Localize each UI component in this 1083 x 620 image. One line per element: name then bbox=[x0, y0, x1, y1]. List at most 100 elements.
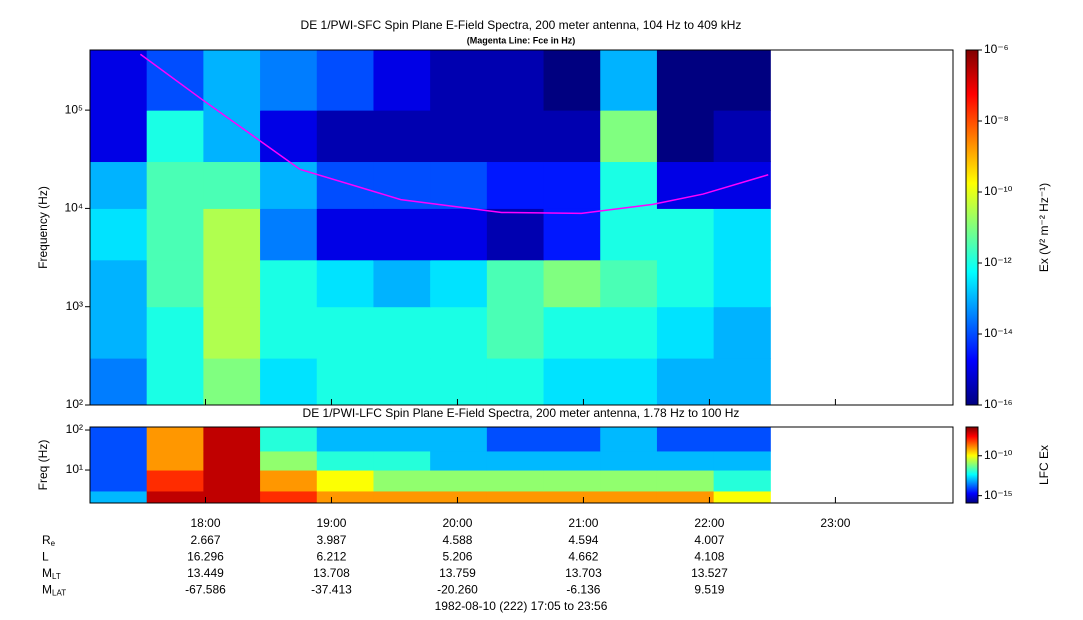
fce-line bbox=[139, 53, 769, 215]
heatmap-cell bbox=[203, 470, 261, 492]
heatmap-cell bbox=[543, 358, 601, 406]
heatmap-cell bbox=[146, 358, 204, 406]
heatmap-cell bbox=[430, 450, 488, 471]
heatmap-cell bbox=[486, 110, 545, 163]
heatmap-cell bbox=[90, 50, 148, 111]
heatmap-cell bbox=[430, 110, 488, 163]
x-tick-label: 21:00 bbox=[568, 516, 598, 530]
y-tick-label: 10¹ bbox=[66, 462, 83, 476]
heatmap-cell bbox=[543, 490, 601, 504]
ephemeris-value: -37.413 bbox=[311, 583, 352, 597]
colorbar-tick-label: 10⁻¹⁵ bbox=[984, 488, 1013, 502]
heatmap-cell bbox=[486, 50, 545, 111]
ephemeris-value: -20.260 bbox=[437, 583, 478, 597]
heatmap-cell bbox=[260, 208, 318, 261]
ephemeris-value: 4.662 bbox=[568, 550, 598, 564]
colorbar-tick-label: 10⁻¹⁶ bbox=[984, 397, 1013, 411]
heatmap-cell bbox=[600, 208, 658, 261]
ephemeris-label: MLAT bbox=[42, 583, 66, 598]
heatmap-cell bbox=[713, 110, 771, 163]
ephemeris-label: Re bbox=[42, 533, 56, 548]
heatmap-cell bbox=[713, 306, 771, 359]
heatmap-cell bbox=[543, 161, 601, 209]
ephemeris-value: 6.212 bbox=[316, 550, 346, 564]
heatmap-cell bbox=[543, 470, 601, 492]
heatmap-cell bbox=[146, 427, 204, 452]
heatmap-cell bbox=[543, 427, 601, 452]
heatmap-cell bbox=[146, 259, 204, 308]
heatmap-cell bbox=[600, 110, 658, 163]
heatmap-cell bbox=[543, 306, 601, 359]
heatmap-cell bbox=[260, 490, 318, 504]
heatmap-cell bbox=[486, 490, 545, 504]
heatmap-cell bbox=[316, 50, 374, 111]
heatmap-cell bbox=[260, 470, 318, 492]
heatmap-cell bbox=[713, 358, 771, 406]
heatmap-cell bbox=[203, 358, 261, 406]
colorbar-label: LFC Ex bbox=[1037, 445, 1051, 485]
heatmap-cell bbox=[486, 427, 545, 452]
colorbar-tick-label: 10⁻¹⁰ bbox=[984, 448, 1013, 462]
heatmap-cell bbox=[656, 50, 715, 111]
heatmap-cell bbox=[316, 490, 374, 504]
heatmap-cell bbox=[316, 161, 374, 209]
heatmap-cell bbox=[430, 358, 488, 406]
heatmap-cell bbox=[430, 259, 488, 308]
colorbar-tick-label: 10⁻⁸ bbox=[984, 113, 1009, 127]
heatmap-cell bbox=[713, 50, 771, 111]
ephemeris-value: -6.136 bbox=[566, 583, 600, 597]
heatmap-cell bbox=[146, 110, 204, 163]
heatmap-cell bbox=[260, 427, 318, 452]
heatmap-cell bbox=[486, 450, 545, 471]
heatmap-cell bbox=[656, 110, 715, 163]
heatmap-cell bbox=[600, 470, 658, 492]
heatmap-cell bbox=[656, 358, 715, 406]
heatmap-cell bbox=[486, 358, 545, 406]
label-sub: LAT bbox=[52, 589, 66, 598]
y-axis-label: Frequency (Hz) bbox=[36, 186, 50, 269]
y-tick-label: 10³ bbox=[66, 299, 83, 313]
ephemeris-value: 5.206 bbox=[442, 550, 472, 564]
heatmap-cell bbox=[203, 427, 261, 452]
heatmap-cell bbox=[486, 161, 545, 209]
heatmap-cell bbox=[600, 450, 658, 471]
ephemeris-value: 4.588 bbox=[442, 533, 472, 547]
heatmap-cell bbox=[90, 161, 148, 209]
heatmap-cell bbox=[373, 161, 431, 209]
ephemeris-value: 4.007 bbox=[694, 533, 724, 547]
heatmap-cell bbox=[656, 490, 715, 504]
heatmap-cell bbox=[600, 161, 658, 209]
plot-frame bbox=[89, 49, 954, 406]
heatmap-cell bbox=[713, 490, 771, 504]
heatmap-cell bbox=[90, 110, 148, 163]
label-main: R bbox=[42, 533, 51, 547]
heatmap-cell bbox=[713, 450, 771, 471]
heatmap-cell bbox=[90, 259, 148, 308]
heatmap-cell bbox=[486, 470, 545, 492]
heatmap-cell bbox=[373, 208, 431, 261]
chart-title: DE 1/PWI-LFC Spin Plane E-Field Spectra,… bbox=[303, 406, 740, 420]
heatmap-cell bbox=[260, 50, 318, 111]
heatmap-cell bbox=[373, 450, 431, 471]
ephemeris-label: MLT bbox=[42, 566, 61, 581]
heatmap-cell bbox=[260, 259, 318, 308]
heatmap-cell bbox=[656, 427, 715, 452]
heatmap-cell bbox=[90, 470, 148, 492]
heatmap-cell bbox=[146, 161, 204, 209]
chart-subtitle: (Magenta Line: Fce in Hz) bbox=[467, 35, 576, 45]
heatmap-cell bbox=[600, 490, 658, 504]
heatmap-cell bbox=[203, 50, 261, 111]
heatmap-cell bbox=[90, 208, 148, 261]
ephemeris-value: 13.527 bbox=[691, 566, 728, 580]
ephemeris-value: 13.703 bbox=[565, 566, 602, 580]
heatmap-cell bbox=[373, 306, 431, 359]
heatmap-cell bbox=[543, 259, 601, 308]
heatmap-cell bbox=[90, 358, 148, 406]
ephemeris-value: 2.667 bbox=[190, 533, 220, 547]
heatmap-cell bbox=[260, 450, 318, 471]
heatmap-cell bbox=[203, 208, 261, 261]
heatmap-cell bbox=[316, 208, 374, 261]
heatmap-cell bbox=[430, 427, 488, 452]
label-sub: e bbox=[51, 539, 56, 548]
